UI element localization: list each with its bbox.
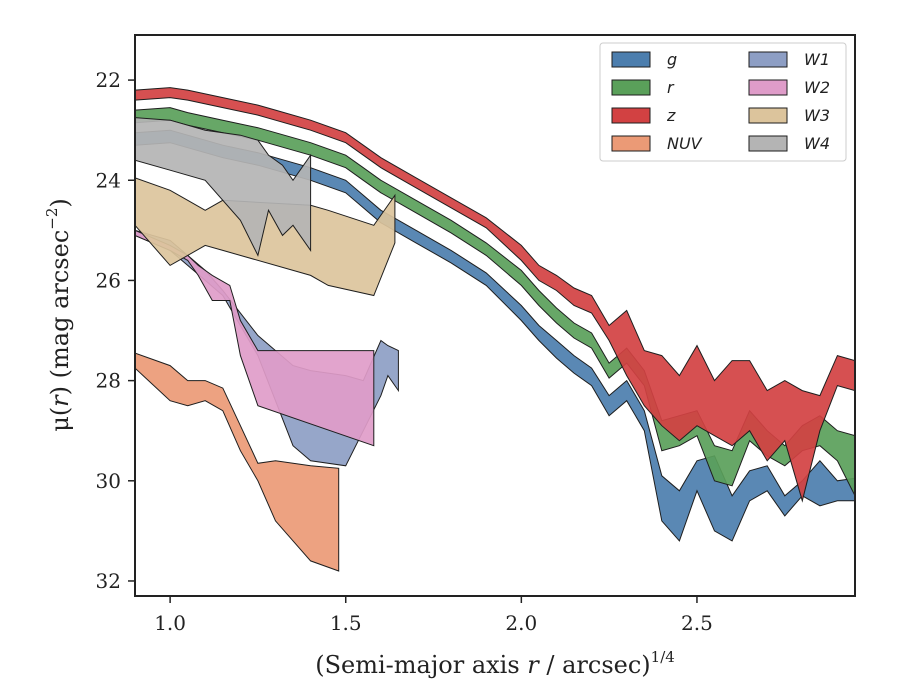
- band-g: [135, 129, 855, 542]
- y-tick-label: 22: [96, 68, 121, 92]
- legend-label-g: g: [667, 50, 677, 69]
- y-axis-label-main: μ(: [46, 407, 74, 432]
- legend: grz NUV W1 W2 W3 W4: [599, 42, 847, 162]
- x-axis: 1.0 1.5 2.0 2.5: [154, 596, 713, 635]
- band-z: [135, 87, 855, 503]
- y-axis-label-close: ): [46, 198, 74, 207]
- y-axis-label-rest: ) (mag arcsec: [46, 230, 74, 396]
- band-w2: [135, 229, 375, 447]
- y-axis-label-var: r: [46, 394, 74, 407]
- x-axis-label-exp: 1/4: [651, 648, 675, 666]
- band-r: [135, 107, 855, 497]
- plot-frame: [134, 34, 856, 597]
- legend-swatch-w2: [748, 79, 788, 96]
- legend-swatch-g: [611, 51, 651, 68]
- legend-label-w4: W4: [804, 134, 830, 153]
- legend-label-z: z: [666, 106, 676, 125]
- band-layer: [135, 87, 855, 572]
- y-axis-label: μ(r) (mag arcsec−2): [43, 198, 74, 432]
- x-axis-label: (Semi-major axis r / arcsec)1/4: [315, 648, 675, 679]
- legend-swatch-w1: [748, 51, 788, 68]
- legend-swatch-r: [611, 79, 651, 96]
- x-axis-label-var: r: [527, 651, 540, 679]
- legend-label-nuv: NUV: [667, 134, 703, 153]
- legend-label-w3: W3: [804, 106, 830, 125]
- y-tick-label: 24: [96, 168, 121, 192]
- band-nuv: [135, 352, 340, 572]
- legend-label-w2: W2: [804, 78, 830, 97]
- x-tick-label: 2.0: [505, 611, 537, 635]
- x-tick-label: 1.0: [154, 611, 186, 635]
- y-tick-label: 32: [96, 569, 121, 593]
- legend-swatch-w4: [748, 135, 788, 152]
- y-axis: 22 24 26 28 30 32: [96, 68, 135, 593]
- x-axis-label-rest: / arcsec): [539, 651, 651, 679]
- legend-frame: [599, 42, 847, 162]
- y-tick-label: 30: [96, 469, 121, 493]
- legend-swatch-nuv: [611, 135, 651, 152]
- y-tick-label: 28: [96, 369, 121, 393]
- legend-swatch-w3: [748, 107, 788, 124]
- y-tick-label: 26: [96, 268, 121, 292]
- y-axis-label-exp: −2: [43, 208, 61, 230]
- band-w4: [135, 117, 312, 257]
- legend-label-w1: W1: [804, 50, 830, 69]
- x-tick-label: 2.5: [681, 611, 713, 635]
- x-tick-label: 1.5: [330, 611, 362, 635]
- x-axis-label-main: (Semi-major axis: [315, 651, 527, 679]
- legend-swatch-z: [611, 107, 651, 124]
- legend-label-r: r: [667, 78, 675, 97]
- band-w3: [135, 177, 396, 297]
